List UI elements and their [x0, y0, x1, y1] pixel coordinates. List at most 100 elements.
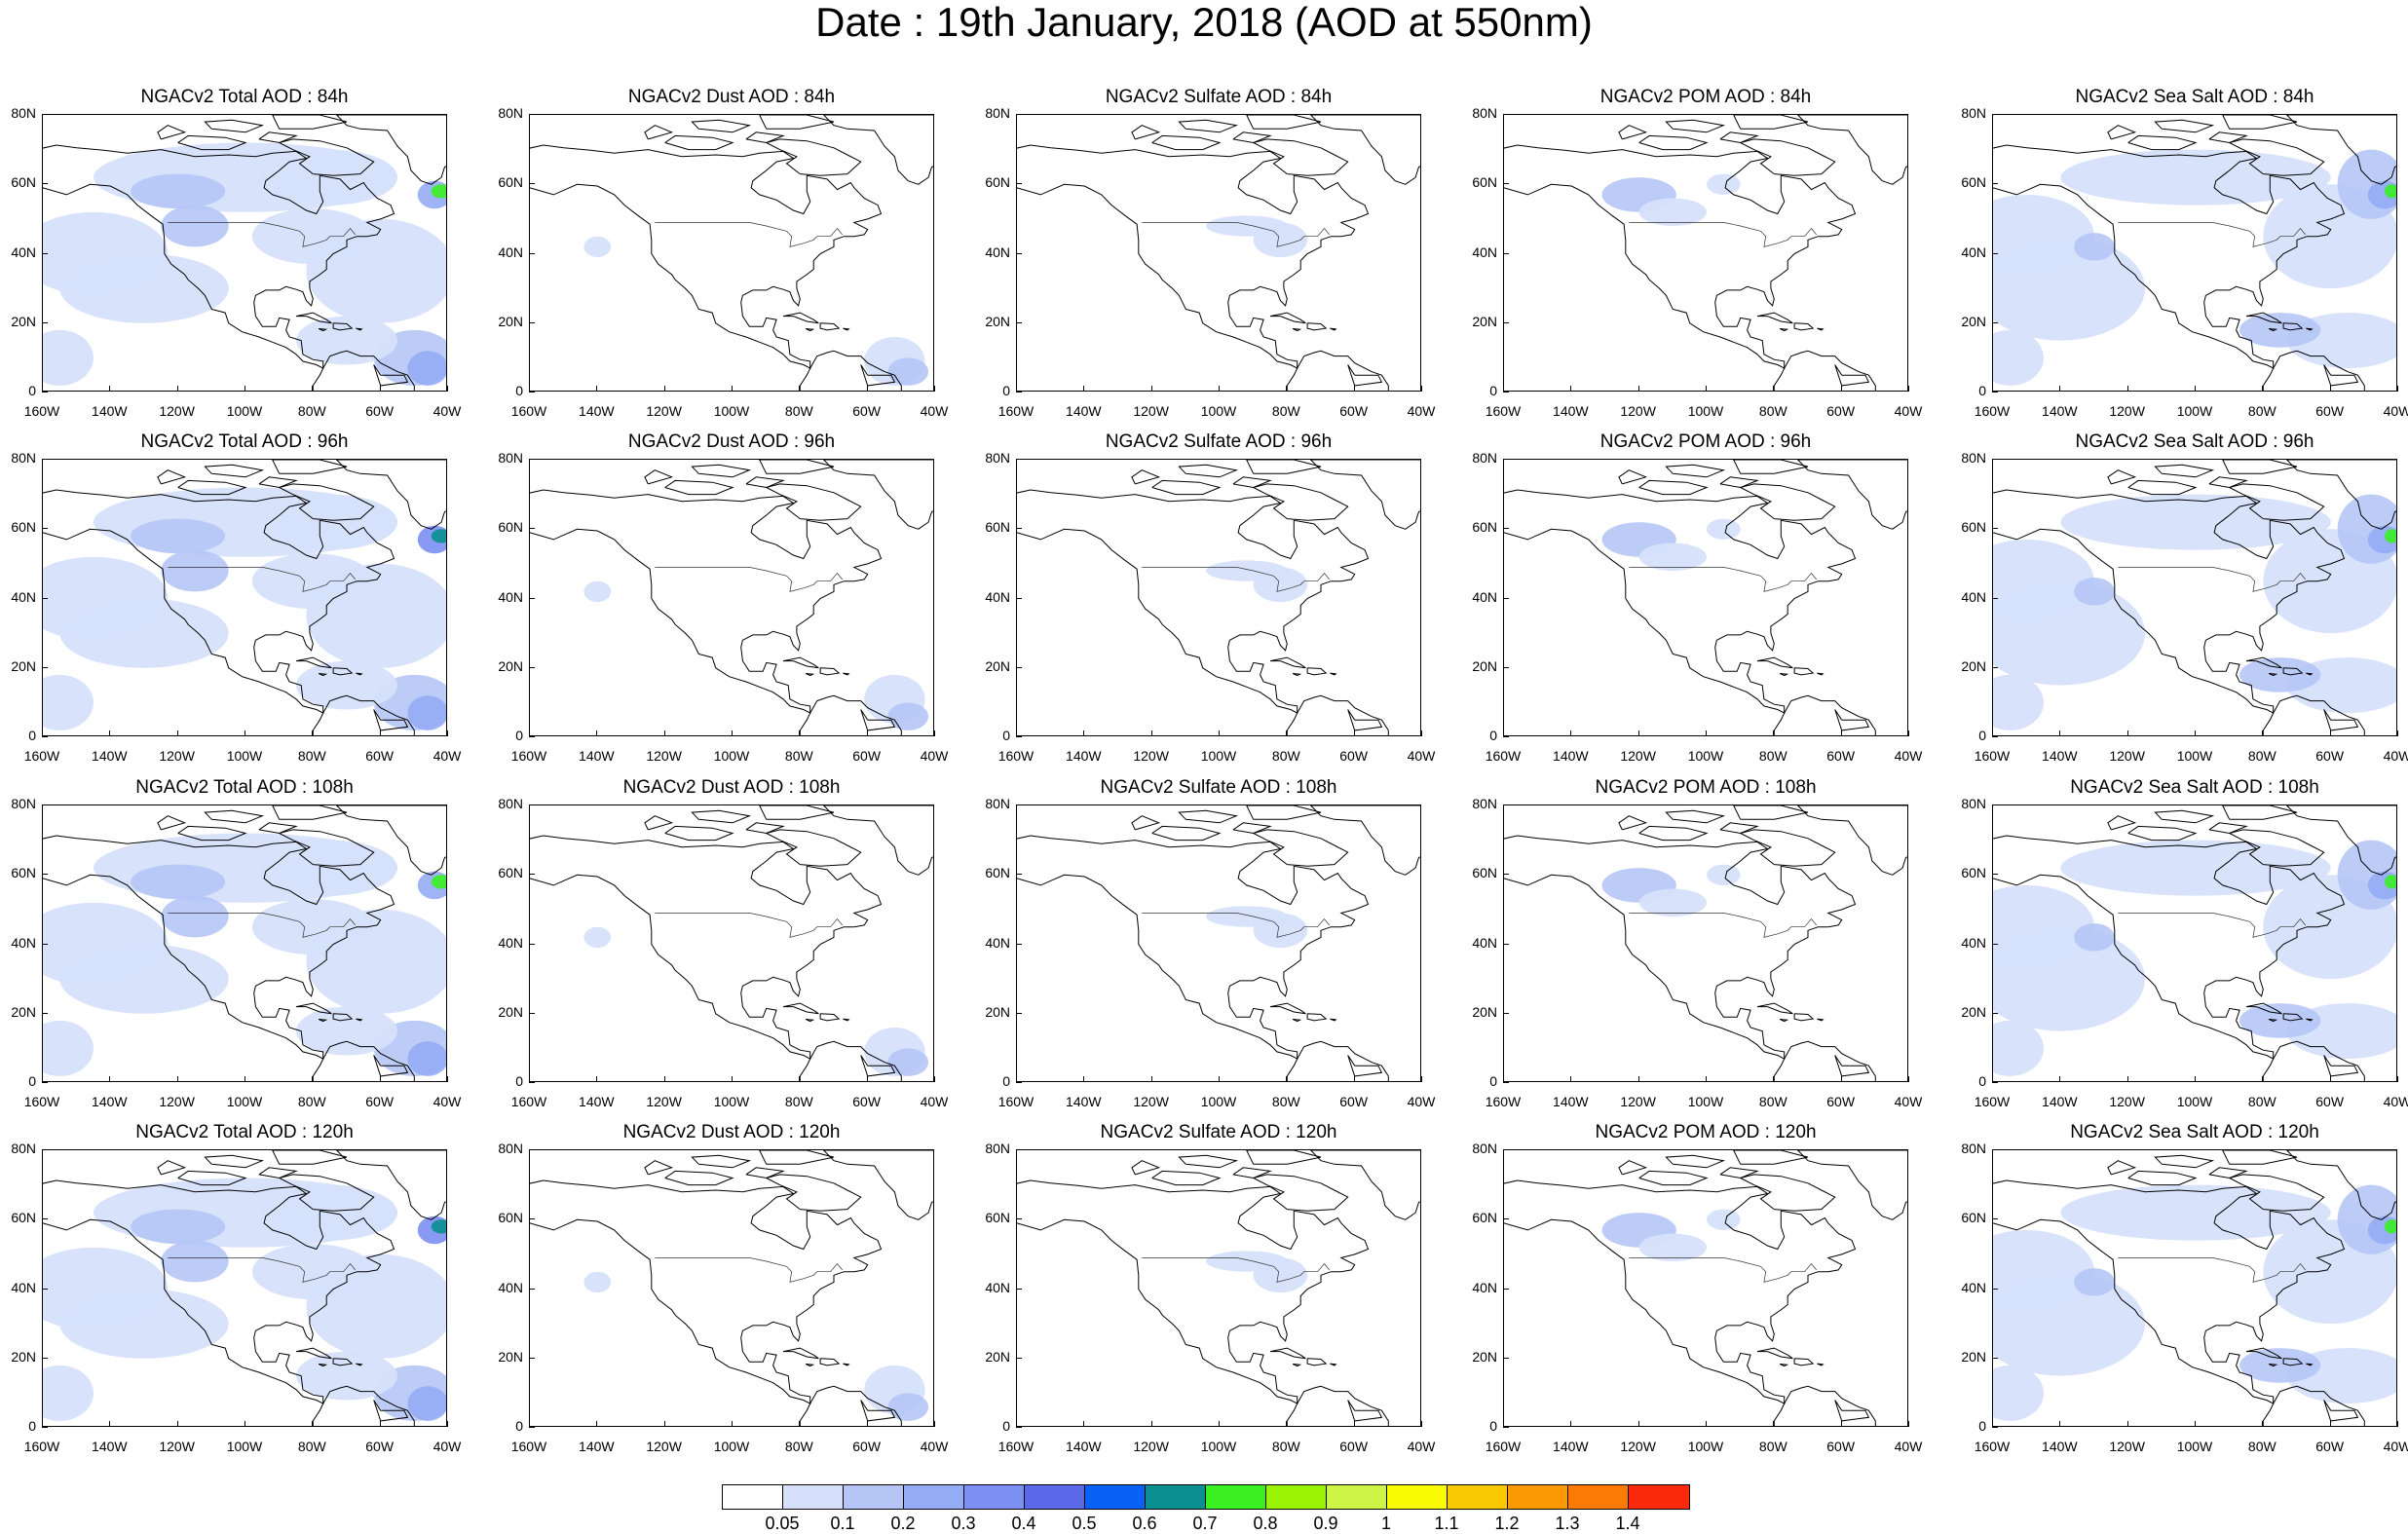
lat-label: 40N — [498, 243, 523, 260]
coastline-arctic-island — [157, 125, 187, 140]
coastline-island — [860, 1400, 896, 1422]
lon-label: 160W — [23, 748, 60, 764]
coastline-island — [2282, 1013, 2304, 1022]
aod-region — [431, 1219, 446, 1234]
lon-label: 60W — [852, 1439, 882, 1454]
lon-label: 40W — [1407, 403, 1436, 419]
lon-label: 60W — [2315, 748, 2345, 764]
lon-label: 60W — [1339, 403, 1369, 419]
lat-label: 0 — [1489, 383, 1497, 398]
lon-label: 100W — [1200, 1094, 1237, 1109]
coastline-island — [1306, 1013, 1328, 1022]
lon-tick — [1773, 1076, 1775, 1082]
coastline-arctic-island — [1733, 1150, 1809, 1165]
lon-tick — [1286, 386, 1288, 392]
lon-tick — [1286, 1076, 1288, 1082]
coastline-island — [318, 328, 328, 332]
lat-label: 60N — [1472, 1210, 1497, 1226]
lat-label: 20N — [11, 313, 36, 329]
lon-label: 120W — [1620, 748, 1656, 764]
coastline-arctic-island — [1733, 460, 1809, 474]
coastline-island — [356, 1363, 363, 1366]
lon-tick — [1773, 730, 1775, 736]
coastline-arctic-island — [1178, 119, 1239, 133]
coastline-baffin — [765, 829, 862, 867]
lat-tick — [42, 1288, 48, 1290]
lon-label: 80W — [297, 403, 326, 419]
aod-region — [2074, 1268, 2115, 1296]
aod-field — [1993, 1184, 2396, 1421]
lat-label: 60N — [11, 865, 36, 881]
lon-label: 100W — [713, 1094, 750, 1109]
lat-tick — [1016, 528, 1022, 530]
coastline-arctic-island — [2127, 479, 2198, 496]
lat-tick — [529, 874, 535, 876]
coastline-island — [318, 1364, 328, 1367]
aod-region — [161, 1240, 229, 1283]
coastline-island — [2306, 672, 2314, 676]
lat-label: 40N — [11, 243, 36, 260]
lat-label: 20N — [985, 1348, 1010, 1365]
coastline-arctic-island — [204, 809, 265, 824]
coastline-island — [2268, 1364, 2278, 1367]
coastline-south-america — [1286, 350, 1389, 391]
lat-tick — [1016, 321, 1022, 323]
lat-label: 80N — [11, 105, 36, 121]
coastline-island — [843, 672, 850, 676]
coastline-arctic-island — [177, 134, 247, 151]
lon-tick — [1016, 386, 1017, 392]
lat-tick — [529, 666, 535, 668]
coastline-arctic-island — [2208, 1167, 2248, 1179]
aod-field — [583, 580, 929, 730]
lon-tick — [799, 1421, 801, 1427]
coastline-island — [1330, 327, 1337, 331]
coastline-arctic-island — [2107, 469, 2137, 485]
lat-tick — [1503, 1288, 1509, 1290]
lat-tick — [1992, 666, 1998, 668]
coastline-arctic-island — [1638, 479, 1709, 496]
aod-region — [296, 1351, 397, 1401]
us-canada-border — [168, 567, 356, 592]
lon-tick — [1637, 386, 1639, 392]
lon-label: 140W — [579, 1094, 615, 1109]
aod-region — [1638, 543, 1707, 571]
coastline-arctic-island — [272, 115, 348, 130]
map-panel-total: NGACv2 Total AOD : 84h 0 20N 40N 60N 80N 160W 1… — [11, 87, 461, 419]
colorbar-box — [1629, 1485, 1689, 1509]
lon-label: 120W — [159, 1439, 195, 1454]
aod-region — [431, 529, 446, 543]
coastline-north-america — [530, 489, 883, 714]
lon-label: 100W — [1687, 1439, 1724, 1454]
lon-tick — [42, 386, 43, 392]
lat-tick — [1503, 183, 1509, 185]
coastline-arctic-island — [1131, 125, 1161, 140]
coastline-north-america — [1993, 144, 2346, 369]
lat-tick — [1503, 943, 1509, 945]
lon-label: 60W — [852, 748, 882, 764]
coastline-greenland — [822, 1150, 933, 1220]
coastline-arctic-island — [664, 479, 734, 496]
panel-title: NGACv2 Total AOD : 120h — [135, 1122, 354, 1142]
coastline-baffin — [2228, 829, 2325, 867]
panel-title: NGACv2 Dust AOD : 84h — [627, 87, 836, 107]
coastline-arctic-island — [1151, 1170, 1222, 1186]
lon-tick — [2059, 730, 2061, 736]
lon-tick — [596, 1076, 598, 1082]
lon-label: 40W — [2383, 403, 2408, 419]
coastline-island — [1306, 1358, 1328, 1366]
lon-tick — [1840, 386, 1842, 392]
aod-region — [161, 205, 229, 247]
lon-label: 80W — [784, 1094, 813, 1109]
aod-region — [887, 357, 929, 386]
lat-tick — [42, 459, 48, 460]
lat-label: 20N — [1961, 313, 1986, 329]
coastline-baffin — [1252, 483, 1349, 521]
us-canada-border — [2118, 567, 2306, 592]
lon-tick — [1150, 386, 1152, 392]
us-canada-border — [1142, 913, 1330, 938]
lon-label: 160W — [1974, 1439, 2011, 1454]
lat-label: 60N — [1472, 519, 1497, 536]
aod-region — [1638, 888, 1707, 917]
lon-tick — [42, 730, 43, 736]
coastline-baffin — [765, 483, 862, 521]
